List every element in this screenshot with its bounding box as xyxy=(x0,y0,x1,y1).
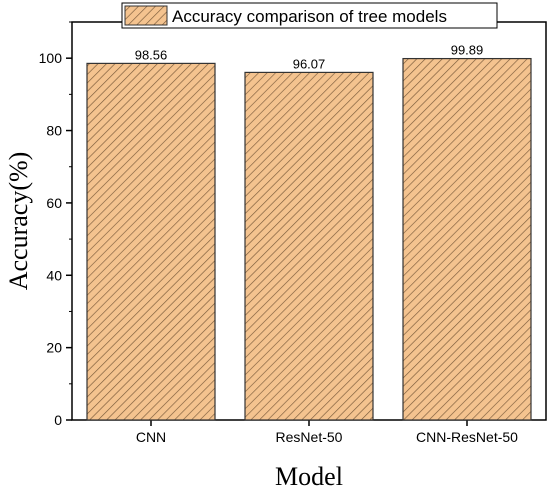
y-tick-label: 60 xyxy=(46,195,62,211)
y-tick-label: 80 xyxy=(46,123,62,139)
data-label: 99.89 xyxy=(451,43,484,58)
legend-swatch xyxy=(124,5,168,26)
x-axis-ticks: CNN ResNet-50 CNN-ResNet-50 xyxy=(136,420,518,445)
legend-box xyxy=(121,2,498,29)
x-tick-label: CNN-ResNet-50 xyxy=(416,429,518,445)
y-tick-label: 40 xyxy=(46,267,62,283)
y-tick-label: 20 xyxy=(46,340,62,356)
y-axis-title: Accuracy(%) xyxy=(4,152,33,291)
data-label: 96.07 xyxy=(293,56,326,71)
bars-group xyxy=(86,57,532,421)
bar-resnet-50 xyxy=(244,71,374,421)
y-axis-ticks: 0 20 40 60 80 100 xyxy=(39,21,72,428)
legend-label: Accuracy comparison of tree models xyxy=(172,7,447,26)
legend: Accuracy comparison of tree models xyxy=(121,2,498,29)
x-axis-title: Model xyxy=(275,462,343,491)
data-labels-group: 98.56 96.07 99.89 xyxy=(135,43,484,72)
y-tick-label: 100 xyxy=(39,50,63,66)
x-tick-label: CNN xyxy=(136,429,166,445)
bar-cnn xyxy=(86,62,216,421)
data-label: 98.56 xyxy=(135,47,168,62)
bar-cnn-resnet-50 xyxy=(402,57,532,421)
y-tick-label: 0 xyxy=(54,412,62,428)
x-tick-label: ResNet-50 xyxy=(276,429,343,445)
